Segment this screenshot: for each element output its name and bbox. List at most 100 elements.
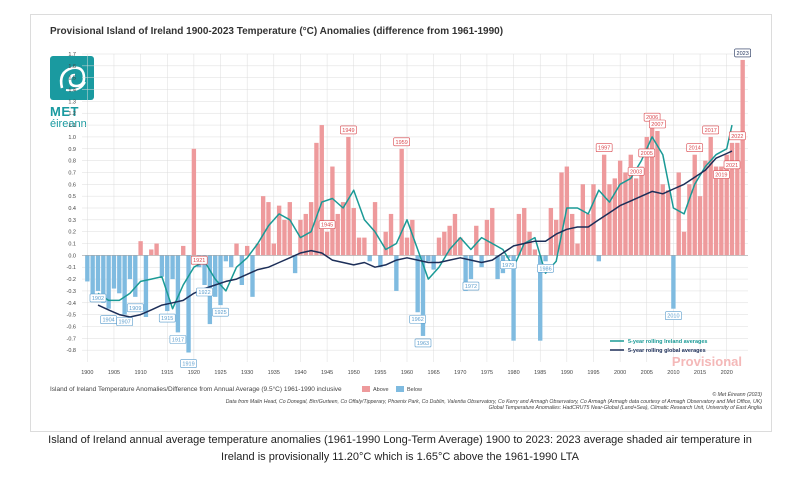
bar-1907 bbox=[122, 255, 127, 315]
bar-1920 bbox=[191, 148, 197, 256]
bar-1958 bbox=[394, 255, 399, 291]
annotation-label-1907: 1907 bbox=[118, 320, 130, 326]
bar-1931 bbox=[250, 255, 255, 297]
bar-2014 bbox=[692, 154, 697, 256]
y-tick-label: 0.8 bbox=[68, 159, 76, 165]
x-tick-label: 1970 bbox=[454, 370, 466, 376]
annotation-label-1997: 1997 bbox=[598, 146, 610, 152]
bar-1975 bbox=[484, 219, 490, 256]
bar-1981 bbox=[516, 213, 522, 256]
bar-1976 bbox=[490, 208, 495, 256]
x-tick-label: 2020 bbox=[721, 370, 733, 376]
annotation-box-2007 bbox=[649, 119, 666, 129]
annotation-box-2010 bbox=[665, 311, 682, 320]
met-eireann-logo: MET éireann bbox=[50, 56, 98, 144]
bar-2016 bbox=[703, 160, 708, 256]
x-tick-label: 1940 bbox=[294, 370, 306, 376]
legend-above-label: Above bbox=[373, 387, 389, 393]
bar-1906 bbox=[117, 255, 122, 294]
y-tick-label: 0.3 bbox=[68, 218, 76, 224]
x-tick-label: 1920 bbox=[188, 370, 200, 376]
bar-1926 bbox=[223, 255, 229, 262]
bar-2008 bbox=[660, 184, 665, 256]
bar-1959 bbox=[399, 148, 404, 256]
bar-1962 bbox=[415, 255, 420, 313]
y-tick-label: -0.4 bbox=[67, 301, 76, 307]
bar-1933 bbox=[260, 196, 266, 256]
bar-1937 bbox=[282, 219, 287, 256]
bar-2003 bbox=[633, 178, 639, 256]
annotation-label-1963: 1963 bbox=[417, 341, 429, 347]
line-legend: 5-year rolling Ireland averages 5-year r… bbox=[610, 339, 707, 354]
bar-1989 bbox=[559, 172, 564, 256]
y-tick-label: 0.2 bbox=[68, 230, 76, 236]
annotation-box-1909 bbox=[126, 303, 144, 313]
bar-1911 bbox=[143, 255, 149, 317]
y-tick-label: -0.8 bbox=[67, 348, 76, 354]
annotation-box-2023 bbox=[734, 48, 751, 58]
annotation-label-2005: 2005 bbox=[641, 151, 653, 157]
bar-1972 bbox=[468, 255, 474, 280]
annotation-box-2022 bbox=[729, 131, 746, 141]
bar-1948 bbox=[340, 202, 346, 256]
bar-1946 bbox=[330, 166, 335, 256]
annotation-label-2019: 2019 bbox=[715, 173, 727, 179]
temperature-anomaly-chart: -0.8 -0.7 -0.6 -0.5 -0.4 -0.3 -0.2 -0.1 0.0 0.1 0.… bbox=[50, 48, 751, 393]
y-tick-label: 1.7 bbox=[68, 52, 76, 58]
x-tick-label: 1915 bbox=[161, 370, 173, 376]
bar-1983 bbox=[527, 231, 532, 256]
y-tick-label: -0.1 bbox=[67, 265, 76, 271]
bar-1930 bbox=[244, 245, 250, 256]
y-tick-label: 1.6 bbox=[68, 64, 76, 70]
bar-1995 bbox=[591, 184, 596, 256]
annotation-label-1972: 1972 bbox=[465, 284, 477, 290]
anomaly-bars bbox=[85, 59, 745, 353]
y-tick-label: -0.3 bbox=[67, 289, 76, 295]
annotation-box-1979 bbox=[499, 260, 517, 270]
annotation-box-1997 bbox=[595, 143, 613, 152]
bar-1967 bbox=[442, 231, 447, 256]
annotation-box-1921 bbox=[190, 255, 208, 265]
bar-1947 bbox=[335, 213, 340, 256]
bar-1910 bbox=[138, 241, 143, 256]
bar-2001 bbox=[623, 172, 628, 256]
bar-2006 bbox=[649, 119, 655, 256]
bar-2010 bbox=[671, 255, 676, 309]
bar-1957 bbox=[388, 213, 394, 256]
y-tick-label: 0.6 bbox=[68, 182, 76, 188]
bar-1928 bbox=[234, 243, 239, 256]
y-tick-label: 0.9 bbox=[68, 147, 76, 153]
bar-1984 bbox=[532, 249, 538, 256]
annotation-label-2022: 2022 bbox=[731, 134, 743, 140]
bar-1952 bbox=[362, 237, 367, 256]
credits-stations: Data from Malin Head, Co Donegal, Birr/G… bbox=[225, 398, 762, 405]
bar-2000 bbox=[617, 160, 623, 256]
legend-below-swatch bbox=[396, 386, 404, 392]
bar-1916 bbox=[170, 255, 175, 280]
y-tick-label: -0.6 bbox=[67, 324, 76, 330]
y-tick-label: 1.3 bbox=[68, 99, 76, 105]
annotation-label-1917: 1917 bbox=[172, 337, 184, 343]
x-tick-label: 2000 bbox=[614, 370, 626, 376]
annotation-box-1919 bbox=[180, 359, 197, 368]
annotation-label-2003: 2003 bbox=[630, 169, 642, 175]
y-tick-label: 0.0 bbox=[68, 253, 76, 259]
bar-2011 bbox=[676, 172, 681, 256]
y-tick-label: 1.0 bbox=[68, 135, 76, 141]
x-tick-label: 2015 bbox=[694, 370, 706, 376]
bar-1925 bbox=[218, 255, 223, 306]
x-tick-label: 1950 bbox=[348, 370, 360, 376]
bar-1936 bbox=[276, 205, 282, 256]
x-tick-label: 1955 bbox=[374, 370, 386, 376]
bar-2004 bbox=[639, 166, 644, 256]
bar-1922 bbox=[202, 255, 207, 285]
annotation-box-2021 bbox=[723, 160, 741, 170]
bar-legend: Island of Ireland Temperature Anomalies/… bbox=[50, 385, 422, 393]
annotation-label-2010: 2010 bbox=[667, 314, 679, 320]
bar-1942 bbox=[308, 202, 314, 256]
bar-1949 bbox=[346, 136, 351, 256]
bar-1935 bbox=[271, 243, 276, 256]
bar-1909 bbox=[133, 255, 138, 297]
bar-2002 bbox=[628, 154, 633, 256]
bar-1996 bbox=[596, 255, 602, 262]
